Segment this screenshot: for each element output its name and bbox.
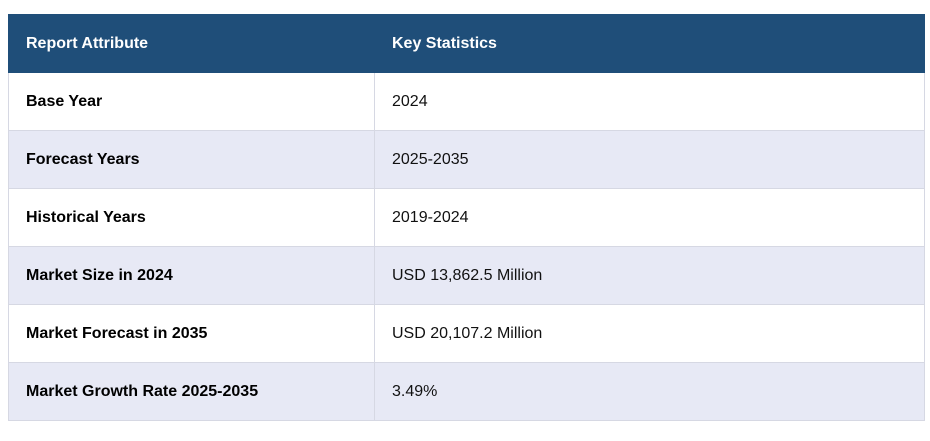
table-row: Historical Years 2019-2024 [8,188,925,247]
table-row: Market Growth Rate 2025-2035 3.49% [8,362,925,421]
row-value: 2025-2035 [374,130,925,189]
table-row: Market Size in 2024 USD 13,862.5 Million [8,246,925,305]
row-attribute: Market Growth Rate 2025-2035 [8,362,375,421]
row-value: 2024 [374,72,925,131]
table-body: Base Year 2024 Forecast Years 2025-2035 … [8,72,925,421]
row-value: 2019-2024 [374,188,925,247]
row-value: USD 13,862.5 Million [374,246,925,305]
row-attribute: Base Year [8,72,375,131]
table-row: Market Forecast in 2035 USD 20,107.2 Mil… [8,304,925,363]
row-attribute: Market Size in 2024 [8,246,375,305]
table-header: Report Attribute Key Statistics [8,14,925,73]
report-statistics-table: Report Attribute Key Statistics Base Yea… [8,14,925,421]
header-key-statistics: Key Statistics [374,14,925,73]
table-row: Forecast Years 2025-2035 [8,130,925,189]
row-value: 3.49% [374,362,925,421]
row-attribute: Historical Years [8,188,375,247]
row-attribute: Market Forecast in 2035 [8,304,375,363]
table-row: Base Year 2024 [8,72,925,131]
header-row: Report Attribute Key Statistics [8,14,925,73]
header-report-attribute: Report Attribute [8,14,375,73]
row-attribute: Forecast Years [8,130,375,189]
row-value: USD 20,107.2 Million [374,304,925,363]
